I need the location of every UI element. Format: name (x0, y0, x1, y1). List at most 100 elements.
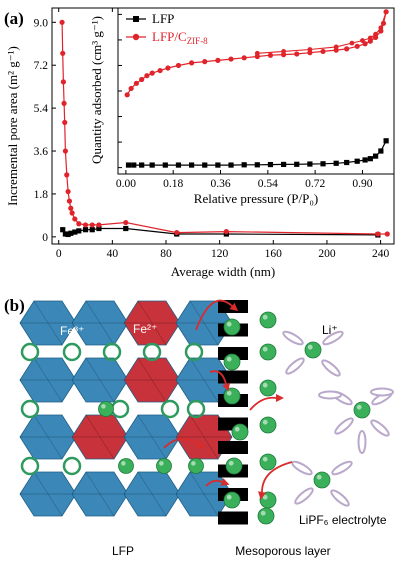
isotherm-inset: 0.00 0.18 0.36 0.54 0.72 0.90 Relative pressu… (89, 7, 395, 206)
inset-point-1 (133, 80, 139, 86)
main-point-1 (69, 210, 75, 216)
main-ytick-label: 3.6 (34, 146, 49, 158)
inset-point-0 (378, 148, 384, 154)
inset-point-0 (149, 162, 155, 168)
inset-point-1 (354, 43, 360, 49)
migration-arrowhead (222, 382, 230, 392)
inset-xtick-label: 0.00 (116, 178, 136, 190)
li-ion-highlight (356, 404, 362, 410)
main-point-0 (123, 225, 129, 232)
li-ion (223, 353, 241, 371)
pf6-anion (321, 359, 341, 377)
inset-xtick-label: 0.36 (210, 178, 230, 190)
mesoporous-block (218, 441, 248, 454)
li-ion (231, 423, 249, 441)
li-vacancy-ring (110, 399, 130, 419)
li-vacancy-ring (20, 399, 40, 419)
li-ion-highlight (228, 460, 234, 466)
main-point-1 (174, 229, 180, 236)
inset-point-0 (294, 161, 300, 167)
main-ytick-label: 1.8 (34, 189, 49, 201)
pf6-anions (282, 330, 394, 507)
li-ion-highlight (260, 510, 266, 516)
migration-arrow (195, 299, 233, 331)
li-vacancy-ring (62, 456, 82, 476)
li-ion (353, 401, 371, 419)
migration-arrowhead (196, 440, 205, 448)
inset-point-0 (131, 162, 137, 168)
fe3-octahedron-edge (33, 357, 63, 403)
li-ion-highlight (226, 390, 232, 396)
inset-desorption-point (349, 40, 355, 46)
inset-point-0 (307, 161, 313, 167)
li-ion-highlight (226, 321, 232, 327)
migration-arrows (163, 299, 293, 500)
inset-x-label: Relative pressure (P/P₀) (194, 191, 318, 206)
main-point-1 (60, 50, 66, 56)
inset-point-1 (294, 51, 300, 57)
lfp-caption: LFP (112, 544, 134, 558)
fe3-octahedron-edge (33, 471, 63, 517)
inset-series (124, 9, 389, 168)
inset-desorption-point (367, 35, 373, 41)
pf6-anion (294, 487, 314, 505)
li-vacancy-ring (184, 342, 204, 362)
li-vacancy-rings (20, 342, 206, 476)
li-ion (304, 341, 322, 359)
inset-point-1 (267, 52, 274, 58)
li-ion (118, 458, 134, 474)
migration-arrow (261, 461, 293, 493)
li-ion-highlight (262, 382, 268, 388)
main-point-1 (375, 231, 381, 237)
inset-desorption-point (373, 31, 378, 37)
li-ion (98, 401, 114, 417)
inset-point-0 (139, 162, 145, 168)
migration-arrow (249, 396, 277, 411)
main-point-1 (384, 231, 390, 237)
li-ion-highlight (262, 346, 268, 352)
inset-point-0 (320, 161, 326, 167)
inset-xtick-label: 0.54 (258, 178, 278, 190)
inset-point-0 (344, 159, 350, 166)
inset-point-1 (241, 55, 247, 61)
inset-point-1 (202, 59, 208, 65)
inset-point-1 (128, 85, 134, 92)
pf6-anion (370, 419, 390, 437)
inset-point-0 (362, 157, 368, 163)
inset-point-1 (157, 67, 163, 74)
li-ion (259, 416, 277, 434)
li-ion (223, 387, 241, 405)
mesoporous-block (218, 511, 248, 525)
inset-point-1 (320, 48, 326, 55)
li-ion (259, 453, 277, 471)
li-ion-highlight (159, 461, 164, 466)
mechanism-diagram: (b) Fe³⁺ Fe²⁺ Li⁺ LiPF₆ electrolyte LFP … (4, 296, 394, 558)
main-ytick-label: 9.0 (34, 17, 49, 29)
main-ytick-label: 5.4 (34, 103, 49, 115)
pf6-anion (318, 390, 342, 400)
inset-ticks: 0.00 0.18 0.36 0.54 0.72 0.90 (116, 13, 373, 190)
migration-arrowhead (229, 302, 239, 312)
fe2-octahedron-edge (85, 414, 115, 460)
li-vacancy-ring (160, 399, 180, 419)
li-ion-highlight (234, 426, 240, 432)
inset-point-1 (228, 56, 234, 62)
pf6-anion (334, 417, 354, 435)
inset-point-0 (367, 156, 373, 162)
main-point-0 (62, 231, 69, 237)
main-ytick-label: 0 (42, 232, 48, 244)
fe3-label: Fe³⁺ (60, 324, 84, 338)
inset-point-1 (139, 76, 145, 83)
inset-desorption-point (307, 47, 313, 52)
li-ion-highlight (191, 461, 196, 466)
inset-point-0 (281, 161, 287, 168)
main-xtick-label: 40 (107, 248, 119, 260)
migration-arrow (163, 438, 199, 449)
inset-point-0 (267, 161, 274, 168)
inset-point-0 (373, 153, 379, 159)
li-ion-highlight (262, 314, 268, 320)
main-y-label: Incremental pore area (m² g⁻¹) (5, 46, 20, 206)
li-ion (259, 379, 277, 397)
panel-a-label: (a) (4, 9, 24, 28)
li-vacancy-ring (62, 342, 82, 362)
